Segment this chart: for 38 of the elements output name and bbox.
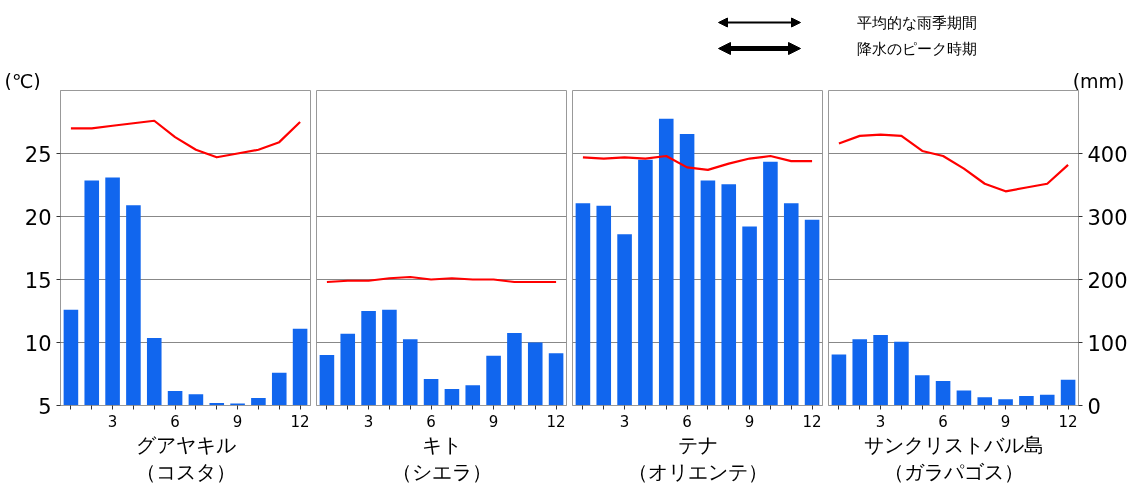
x-tick-label: 3: [619, 412, 630, 431]
x-tick-label: 12: [1058, 412, 1078, 431]
y2-tick-label: 100: [1087, 331, 1128, 356]
text: グアヤキル: [135, 432, 236, 457]
x-tick-label: 12: [290, 412, 310, 431]
x-tick-label: 3: [875, 412, 886, 431]
text: （オリエンテ）: [627, 459, 768, 484]
x-tick-label: 3: [107, 412, 118, 431]
y-tick-label: 25: [24, 142, 52, 167]
x-tick-label: 12: [546, 412, 566, 431]
y2-axis-title: (mm): [1072, 69, 1125, 92]
y-tick-label: 5: [38, 394, 52, 419]
text: 降水のピーク時期: [856, 39, 977, 58]
y2-tick-label: 0: [1087, 394, 1101, 419]
text: （コスタ）: [135, 459, 236, 484]
text: キト: [421, 432, 462, 457]
x-tick-label: 9: [232, 412, 243, 431]
x-tick-label: 6: [426, 412, 436, 431]
y2-tick-label: 400: [1087, 142, 1128, 167]
text: （シエラ）: [391, 459, 492, 484]
text: サンクリストバル島: [863, 432, 1044, 457]
text: （ガラパゴス）: [883, 459, 1024, 484]
y-tick-label: 15: [24, 268, 52, 293]
y-tick-label: 10: [24, 331, 52, 356]
x-tick-label: 9: [744, 412, 755, 431]
x-tick-label: 3: [363, 412, 374, 431]
x-tick-label: 9: [488, 412, 499, 431]
text: 平均的な雨季期間: [856, 13, 977, 32]
x-tick-label: 6: [682, 412, 692, 431]
y-tick-label: 20: [24, 205, 52, 230]
x-tick-label: 6: [170, 412, 180, 431]
x-tick-label: 12: [802, 412, 822, 431]
y2-tick-label: 300: [1087, 205, 1128, 230]
y2-tick-label: 200: [1087, 268, 1128, 293]
x-tick-label: 9: [1000, 412, 1011, 431]
text: テナ: [677, 432, 718, 457]
y-axis-title: (℃): [4, 69, 41, 92]
x-tick-label: 6: [938, 412, 948, 431]
